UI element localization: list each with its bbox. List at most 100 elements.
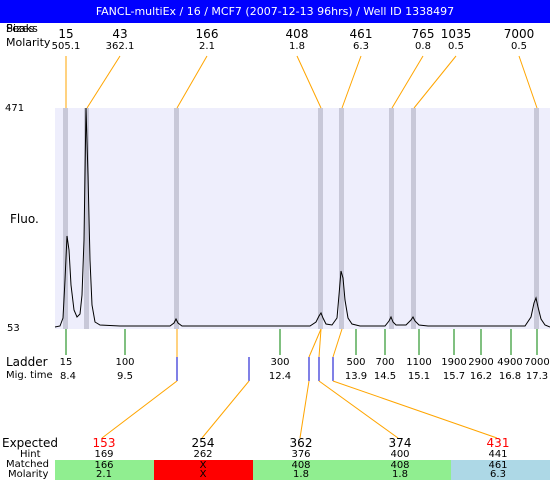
peak-size-label: 15 (58, 27, 74, 41)
ladder-size: 7000 (524, 357, 550, 368)
ladder-size: 1100 (406, 357, 432, 368)
peak-molarity-label: 0.5 (448, 41, 464, 52)
matched-connector (318, 328, 322, 358)
ladder-time: 17.3 (525, 371, 549, 382)
match-band-ok (55, 460, 154, 480)
expected-size: 374 (388, 436, 412, 450)
expected-markers (176, 357, 334, 381)
title-bar (0, 0, 550, 23)
ladder-time: 16.8 (498, 371, 522, 382)
matched-connector (101, 380, 178, 439)
matched-value: 408 (390, 460, 410, 471)
ladder-size: 2900 (468, 357, 494, 368)
peak-band (339, 108, 344, 329)
peak-bands (63, 108, 539, 329)
expected-size: 362 (289, 436, 313, 450)
peak-molarity-label: 362.1 (105, 41, 135, 52)
ladder-size: 4900 (497, 357, 523, 368)
match-band-ok (253, 460, 352, 480)
molarity-value: 1.8 (392, 469, 408, 480)
peak-size-label: 1035 (440, 27, 472, 41)
y-max-label: 471 (5, 103, 25, 114)
peak-connectors (65, 55, 538, 109)
ladder-time: 8.4 (60, 371, 76, 382)
y-min-label: 53 (7, 323, 20, 334)
peak-band (84, 108, 89, 329)
peak-connector (86, 55, 121, 109)
peak-band (411, 108, 416, 329)
peak-connector (296, 55, 322, 109)
molarity-label: Molarity (6, 36, 51, 49)
matched-connector (299, 380, 310, 439)
peak-band (534, 108, 539, 329)
y-axis-label: Fluo. (10, 212, 39, 226)
matched-connector (201, 380, 250, 439)
ladder-time: 9.5 (117, 371, 133, 382)
expected-size: 431 (486, 436, 510, 450)
matched-connector (332, 380, 498, 439)
ladder-size: 15 (59, 357, 73, 368)
peak-size-label: 461 (349, 27, 373, 41)
peak-molarity-label: 6.3 (353, 41, 369, 52)
peak-size-label: 43 (112, 27, 128, 41)
hint-value: 376 (291, 449, 311, 460)
ladder-time: 15.1 (407, 371, 431, 382)
ladder-time: 15.7 (442, 371, 466, 382)
peak-band (318, 108, 323, 329)
peak-connector (341, 55, 362, 109)
peak-band (389, 108, 394, 329)
matched-value: X (199, 460, 207, 471)
peak-size-label: 765 (411, 27, 435, 41)
ladder-size: 100 (115, 357, 135, 368)
window-title: FANCL-multiEx / 16 / MCF7 (2007-12-13 96… (95, 5, 455, 18)
hint-label: Hint (20, 449, 41, 460)
matched-connector (308, 328, 322, 358)
peak-connector (176, 55, 208, 109)
ladder-time: 14.5 (373, 371, 397, 382)
peak-connector (413, 55, 457, 109)
matched-value: 166 (94, 460, 114, 471)
peak-molarity-label: 0.5 (511, 41, 527, 52)
peak-connector (518, 55, 538, 109)
ladder-size: 300 (270, 357, 290, 368)
trace-line (54, 107, 550, 328)
molarity-value: X (199, 469, 207, 480)
peak-size-label: 166 (195, 27, 219, 41)
peak-band (63, 108, 68, 329)
peak-connector (391, 55, 424, 109)
ladder-time: 12.4 (268, 371, 292, 382)
peak-molarity-label: 0.8 (415, 41, 431, 52)
peak-size-label: 7000 (503, 27, 535, 41)
peaks-label: Peaks (6, 22, 38, 35)
hint-value: 441 (488, 449, 508, 460)
sizes-label: Sizes (6, 22, 35, 35)
expected-label: Expected (2, 436, 58, 450)
ladder-size: 700 (375, 357, 395, 368)
match-band-info (451, 460, 550, 480)
matched-value: 408 (291, 460, 311, 471)
matched-label: Matched (6, 459, 50, 470)
matched-connectors (101, 328, 498, 439)
plot-area (55, 108, 550, 329)
match-band-missing (154, 460, 253, 480)
molarity-row-label: Molarity (8, 469, 49, 480)
expected-size: 153 (92, 436, 116, 450)
hint-value: 262 (193, 449, 213, 460)
molarity-value: 6.3 (490, 469, 506, 480)
ladder-time: 16.2 (469, 371, 493, 382)
ladder-time: 13.9 (344, 371, 368, 382)
mig-time-label: Mig. time (6, 370, 53, 381)
peak-band (174, 108, 179, 329)
matched-connector (318, 380, 399, 439)
peak-molarity-label: 1.8 (289, 41, 305, 52)
expected-size: 254 (191, 436, 215, 450)
hint-value: 169 (94, 449, 114, 460)
peak-molarity-label: 2.1 (199, 41, 215, 52)
molarity-value: 2.1 (96, 469, 112, 480)
match-band-ok (352, 460, 451, 480)
ladder-label: Ladder (6, 355, 48, 369)
matched-value: 461 (488, 460, 508, 471)
peak-size-label: 408 (285, 27, 309, 41)
molarity-value: 1.8 (293, 469, 309, 480)
